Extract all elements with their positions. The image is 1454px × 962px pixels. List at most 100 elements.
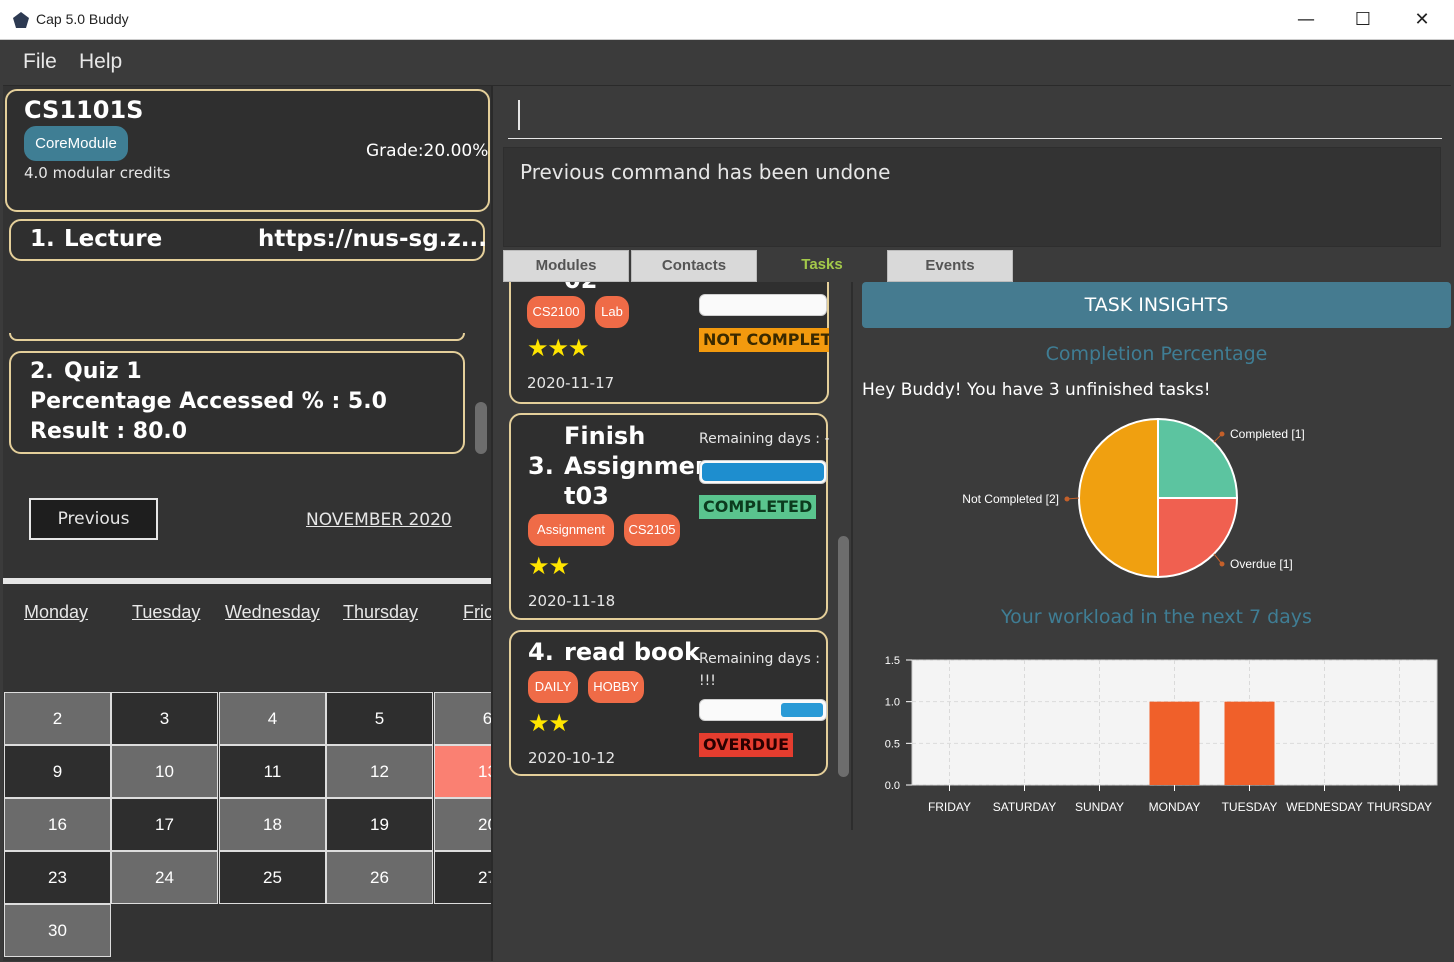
assessment-percentage: Percentage Accessed % : 5.0: [30, 389, 387, 414]
workload-bar: [1149, 701, 1200, 785]
unfinished-summary: Hey Buddy! You have 3 unfinished tasks!: [862, 380, 1211, 400]
calendar-day[interactable]: 27: [434, 851, 491, 904]
calendar-day[interactable]: 9: [4, 745, 111, 798]
task-index: 4.: [528, 638, 554, 666]
calendar-day[interactable]: 16: [4, 798, 111, 851]
task-title: 02: [564, 282, 597, 294]
calendar-day[interactable]: 17: [111, 798, 218, 851]
task-list-scrollbar[interactable]: [838, 536, 849, 777]
calendar-day[interactable]: 11: [219, 745, 326, 798]
calendar-day-today[interactable]: 13: [434, 745, 491, 798]
maximize-button[interactable]: ☐: [1351, 8, 1375, 32]
command-input-wrapper: [508, 93, 1442, 139]
day-header-tuesday: Tuesday: [132, 602, 201, 622]
task-index: 3.: [528, 452, 554, 480]
task-date: 2020-11-17: [527, 374, 615, 392]
task-title: Finish Assignmen t03: [564, 422, 713, 510]
result-message: Previous command has been undone: [520, 160, 891, 184]
calendar-day[interactable]: 30: [4, 904, 111, 957]
zoom-link-index: 1.: [30, 226, 55, 252]
task-status: COMPLETED: [699, 495, 817, 519]
maximize-icon: ☐: [1354, 9, 1372, 30]
command-input[interactable]: [516, 97, 1436, 131]
calendar-day[interactable]: 12: [326, 745, 433, 798]
minimize-button[interactable]: —: [1294, 8, 1318, 32]
menu-file[interactable]: File: [23, 50, 57, 73]
day-header-friday-clip: Fric: [463, 602, 491, 626]
workload-bar-chart: 0.0 0.5 1.0 1.5 FRIDAY SATURDAY SUNDAY MONDAY TU…: [885, 655, 1438, 814]
pie-label: Completed [1]: [1230, 427, 1305, 441]
menu-help[interactable]: Help: [79, 50, 123, 73]
assessment-card[interactable]: [9, 351, 465, 454]
y-tick-label: 1.0: [885, 697, 900, 709]
close-button[interactable]: ✕: [1410, 8, 1434, 32]
pie-slice: [1157, 497, 1239, 579]
calendar-day[interactable]: 26: [326, 851, 433, 904]
pie-leader-dot: [1219, 561, 1225, 567]
x-tick-label: FRIDAY: [928, 800, 971, 814]
y-tick-label: 0.0: [885, 780, 900, 792]
x-tick-label: MONDAY: [1149, 800, 1201, 814]
pie-label: Not Completed [2]: [962, 492, 1059, 506]
task-date: 2020-10-12: [528, 749, 616, 767]
day-header-monday: Monday: [24, 602, 89, 622]
calendar-grid: 2 3 4 5 6 9 10 11 12 13 16 17 18 19 20 2…: [4, 692, 491, 962]
pie-label: Overdue [1]: [1230, 557, 1293, 571]
task-card-clip: 02 CS2100 Lab ★★★ 2020-11-17 NOT COMPLET…: [509, 282, 829, 404]
task-priority-stars: ★★: [528, 709, 570, 737]
calendar-day[interactable]: 6: [434, 692, 491, 745]
result-display: [503, 147, 1441, 247]
menu-bar: [3, 40, 1451, 86]
window-title: Cap 5.0 Buddy: [36, 11, 129, 27]
assessment-result: Result : 80.0: [30, 419, 188, 444]
previous-month-button[interactable]: Previous: [29, 498, 158, 540]
calendar-day[interactable]: 4: [219, 692, 326, 745]
x-tick-label: SUNDAY: [1075, 800, 1124, 814]
pie-leader-dot: [1219, 431, 1225, 437]
task-tag: HOBBY: [588, 671, 644, 703]
minimize-icon: —: [1297, 9, 1315, 30]
pie-slice: [1157, 417, 1239, 499]
task-list-divider: [851, 282, 853, 830]
tab-contacts[interactable]: Contacts: [631, 250, 757, 282]
workload-chart-title: Your workload in the next 7 days: [1001, 606, 1312, 628]
app-logo-icon: [13, 12, 29, 28]
task-insights-header: TASK INSIGHTS: [862, 282, 1451, 328]
task-status: OVERDUE: [699, 733, 794, 757]
calendar-day[interactable]: 20: [434, 798, 491, 851]
task-remaining-days: Remaining days : !!!: [699, 651, 821, 689]
zoom-link-url[interactable]: https://nus-sg.z...: [258, 226, 487, 252]
tab-tasks[interactable]: Tasks: [759, 250, 885, 282]
task-remaining-days: Remaining days : -: [699, 431, 830, 447]
calendar-day[interactable]: 23: [4, 851, 111, 904]
x-tick-label: WEDNESDAY: [1286, 800, 1362, 814]
day-header-wednesday: Wednesday: [225, 602, 320, 622]
calendar-day[interactable]: 19: [326, 798, 433, 851]
calendar-day[interactable]: 5: [326, 692, 433, 745]
task-tag: Assignment: [528, 514, 614, 546]
x-tick-label: SATURDAY: [993, 800, 1057, 814]
calendar-day[interactable]: 10: [111, 745, 218, 798]
calendar-day[interactable]: 3: [111, 692, 218, 745]
task-tag: DAILY: [528, 671, 578, 703]
calendar-day[interactable]: 18: [219, 798, 326, 851]
task-progress-bar: [699, 460, 827, 484]
task-date: 2020-11-18: [528, 592, 616, 610]
tab-events[interactable]: Events: [887, 250, 1013, 282]
title-bar: [0, 0, 1454, 40]
zoom-link-card[interactable]: [9, 219, 485, 261]
calendar-day[interactable]: 24: [111, 851, 218, 904]
task-title: read book: [564, 638, 700, 666]
pie-leader-dot: [1064, 496, 1070, 502]
task-progress-bar: [699, 294, 827, 316]
calendar-day[interactable]: 2: [4, 692, 111, 745]
tab-modules[interactable]: Modules: [503, 250, 629, 282]
list-item-bottom-edge: [9, 333, 465, 341]
task-progress-fill: [781, 703, 823, 717]
calendar-day[interactable]: 25: [219, 851, 326, 904]
module-type-tag: CoreModule: [24, 126, 128, 161]
day-header-friday: Fric: [463, 602, 491, 622]
text-cursor: [518, 100, 520, 130]
task-priority-stars: ★★★: [527, 334, 590, 362]
left-list-scrollbar[interactable]: [475, 402, 487, 454]
